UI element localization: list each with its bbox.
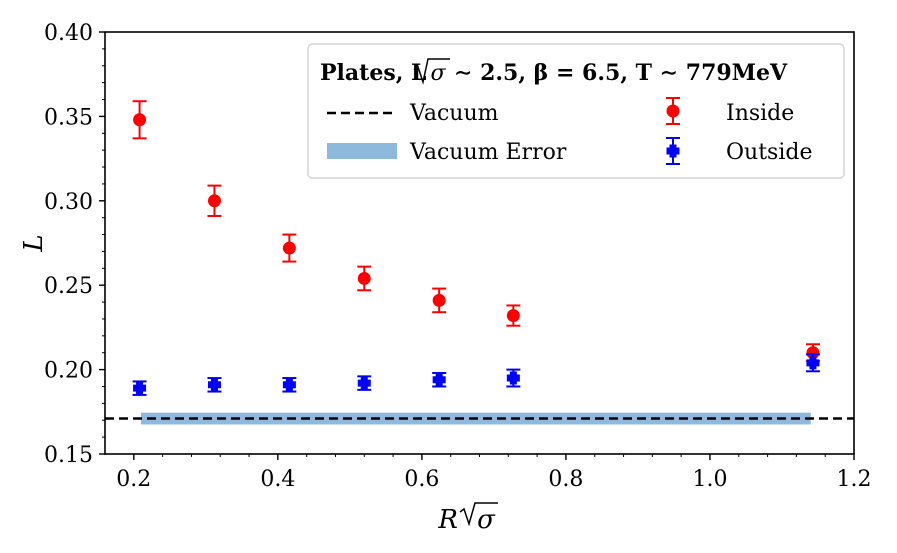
x-tick-label: 0.4 [260,467,295,492]
sqrt-sign-icon [459,502,498,527]
legend-vacuum-error-swatch [327,143,397,159]
x-tick-label: 1.2 [837,467,872,492]
legend-outside-swatch [666,137,680,165]
legend-inside-label: Inside [726,101,794,126]
y-tick-label: 0.20 [44,359,93,384]
legend-outside-label: Outside [726,140,812,165]
y-axis-ticks: 0.15 0.20 0.25 0.30 0.35 0.40 [44,21,105,468]
x-axis-ticks: 0.2 0.4 0.6 0.8 1.0 1.2 [116,454,872,492]
outside-point [282,378,296,392]
x-tick-label: 1.0 [692,467,727,492]
legend-vacuum-label: Vacuum [409,101,499,126]
x-tick-label: 0.6 [404,467,439,492]
legend-title: Plates, L σ ∼ 2.5, β = 6.5, T ∼ 779MeV [320,58,788,86]
inside-point [506,309,520,323]
legend-frame [307,43,845,179]
outside-point [432,373,446,387]
y-axis-label: L [19,234,49,252]
sqrt-sign-icon [413,58,450,85]
y-tick-label: 0.35 [44,105,93,130]
inside-point [357,271,371,285]
legend-title-plates: Plates, L [320,60,427,86]
outside-point [806,356,820,370]
inside-point [207,194,221,208]
legend: Plates, L σ ∼ 2.5, β = 6.5, T ∼ 779MeV V… [307,43,845,179]
legend-title-sigma: σ [430,61,446,86]
outside-point [357,376,371,390]
legend-outside-marker [666,144,680,158]
outside-point [133,381,147,395]
x-axis-label: R σ [437,502,498,535]
x-tick-label: 0.2 [116,467,151,492]
y-tick-label: 0.25 [44,274,93,299]
x-axis-label-sigma: σ [477,505,496,535]
inside-point [282,241,296,255]
outside-point [506,371,520,385]
legend-vacuum-error-label: Vacuum Error [409,140,567,165]
legend-title-params: ∼ 2.5, β = 6.5, T ∼ 779MeV [454,60,788,86]
inside-point [806,346,820,360]
data-series-layer [132,100,820,396]
x-axis-label-r: R [437,505,458,535]
y-tick-label: 0.30 [44,190,93,215]
series-outside [132,353,820,396]
legend-inside-marker [666,104,680,118]
x-tick-label: 0.8 [548,467,583,492]
y-tick-label: 0.15 [44,443,93,468]
inside-point [432,293,446,307]
series-inside [132,100,820,363]
outside-point [207,378,221,392]
legend-inside-swatch [666,97,680,125]
inside-point [133,113,147,127]
y-tick-label: 0.40 [44,21,93,46]
